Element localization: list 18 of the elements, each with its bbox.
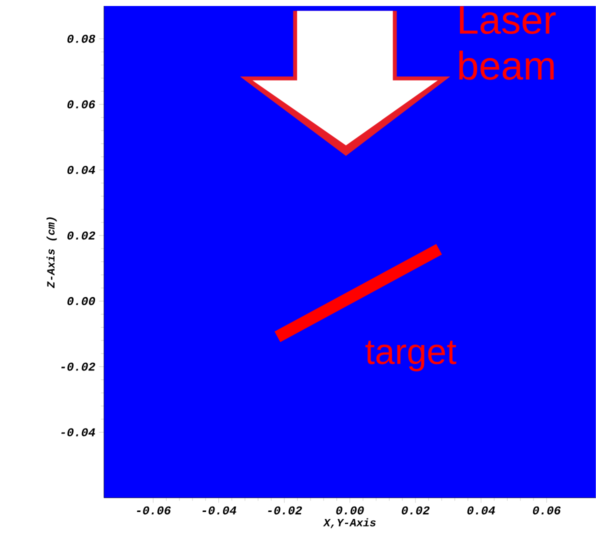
y-tick-label: 0.06 [67, 100, 96, 108]
x-tick-label: 0.00 [336, 506, 364, 515]
y-tick-label: -0.02 [61, 362, 96, 371]
y-tick-label: 0.04 [67, 166, 96, 174]
y-tick-label: -0.04 [61, 428, 96, 436]
y-tick-label: 0.08 [67, 34, 96, 43]
x-tick-label: 0.02 [402, 506, 430, 515]
x-tick-label: -0.02 [268, 506, 302, 515]
y-tick-label: 0.00 [67, 297, 96, 306]
y-axis-title: Z-Axis (cm) [46, 218, 57, 288]
annotation: Laser beam [459, 6, 556, 80]
x-tick-label: -0.04 [202, 506, 236, 515]
x-axis-title: X,Y-Axis [323, 518, 376, 528]
x-tick-label: 0.04 [467, 506, 495, 515]
x-tick-label: 0.06 [532, 506, 561, 515]
y-tick-label: 0.02 [67, 232, 96, 240]
annotation: target [365, 340, 456, 372]
x-tick-label: -0.06 [136, 506, 171, 515]
